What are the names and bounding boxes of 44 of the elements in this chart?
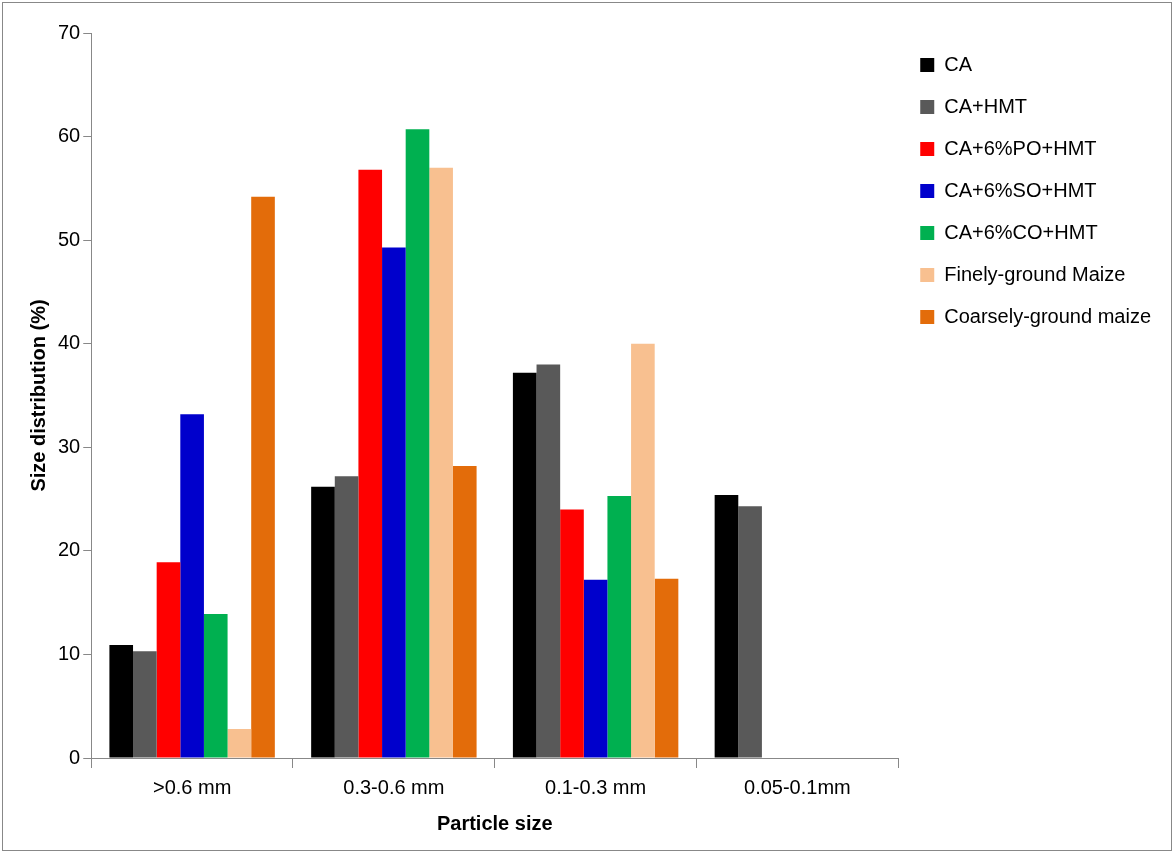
y-tick-label: 70 — [58, 20, 81, 43]
bar — [429, 167, 453, 758]
bar — [405, 129, 430, 758]
bar — [654, 578, 679, 758]
y-tick-label: 60 — [58, 124, 81, 147]
y-axis-title: Size distribution (%) — [26, 299, 49, 492]
x-tick-label: 0.05-0.1mm — [744, 775, 851, 798]
bar — [227, 729, 252, 758]
bar — [180, 414, 204, 758]
bar — [334, 476, 359, 758]
legend-label: CA+HMT — [944, 94, 1028, 117]
legend-label: Finely-ground Maize — [944, 262, 1126, 285]
bar — [714, 494, 739, 758]
y-tick-label: 30 — [58, 434, 81, 457]
bar — [738, 506, 762, 758]
legend-label: Coarsely-ground maize — [944, 304, 1152, 327]
bar — [512, 372, 537, 758]
bar — [358, 169, 383, 758]
y-tick-label: 20 — [58, 538, 81, 561]
x-tick-label: 0.1-0.3 mm — [545, 775, 647, 798]
legend-label: CA+6%SO+HMT — [944, 178, 1097, 201]
bar — [560, 509, 584, 758]
bar — [311, 486, 335, 758]
x-tick-label: >0.6 mm — [152, 775, 232, 798]
x-axis-title: Particle size — [436, 811, 553, 834]
bar — [251, 196, 275, 758]
bar — [631, 343, 655, 758]
legend-label: CA — [944, 52, 973, 75]
bar — [583, 579, 608, 758]
y-tick-label: 50 — [58, 227, 81, 250]
bar — [382, 247, 406, 758]
legend-label: CA+6%PO+HMT — [944, 136, 1097, 159]
bar — [452, 465, 477, 758]
y-tick-label: 10 — [58, 641, 81, 664]
bar — [109, 645, 134, 758]
bar — [536, 364, 561, 758]
bar — [156, 562, 181, 758]
x-tick-label: 0.3-0.6 mm — [343, 775, 445, 798]
bar — [607, 495, 632, 758]
legend-label: CA+6%CO+HMT — [944, 220, 1098, 243]
y-tick-label: 0 — [69, 745, 81, 768]
y-tick-label: 40 — [58, 331, 81, 354]
bar — [203, 614, 228, 758]
bar — [133, 651, 157, 758]
